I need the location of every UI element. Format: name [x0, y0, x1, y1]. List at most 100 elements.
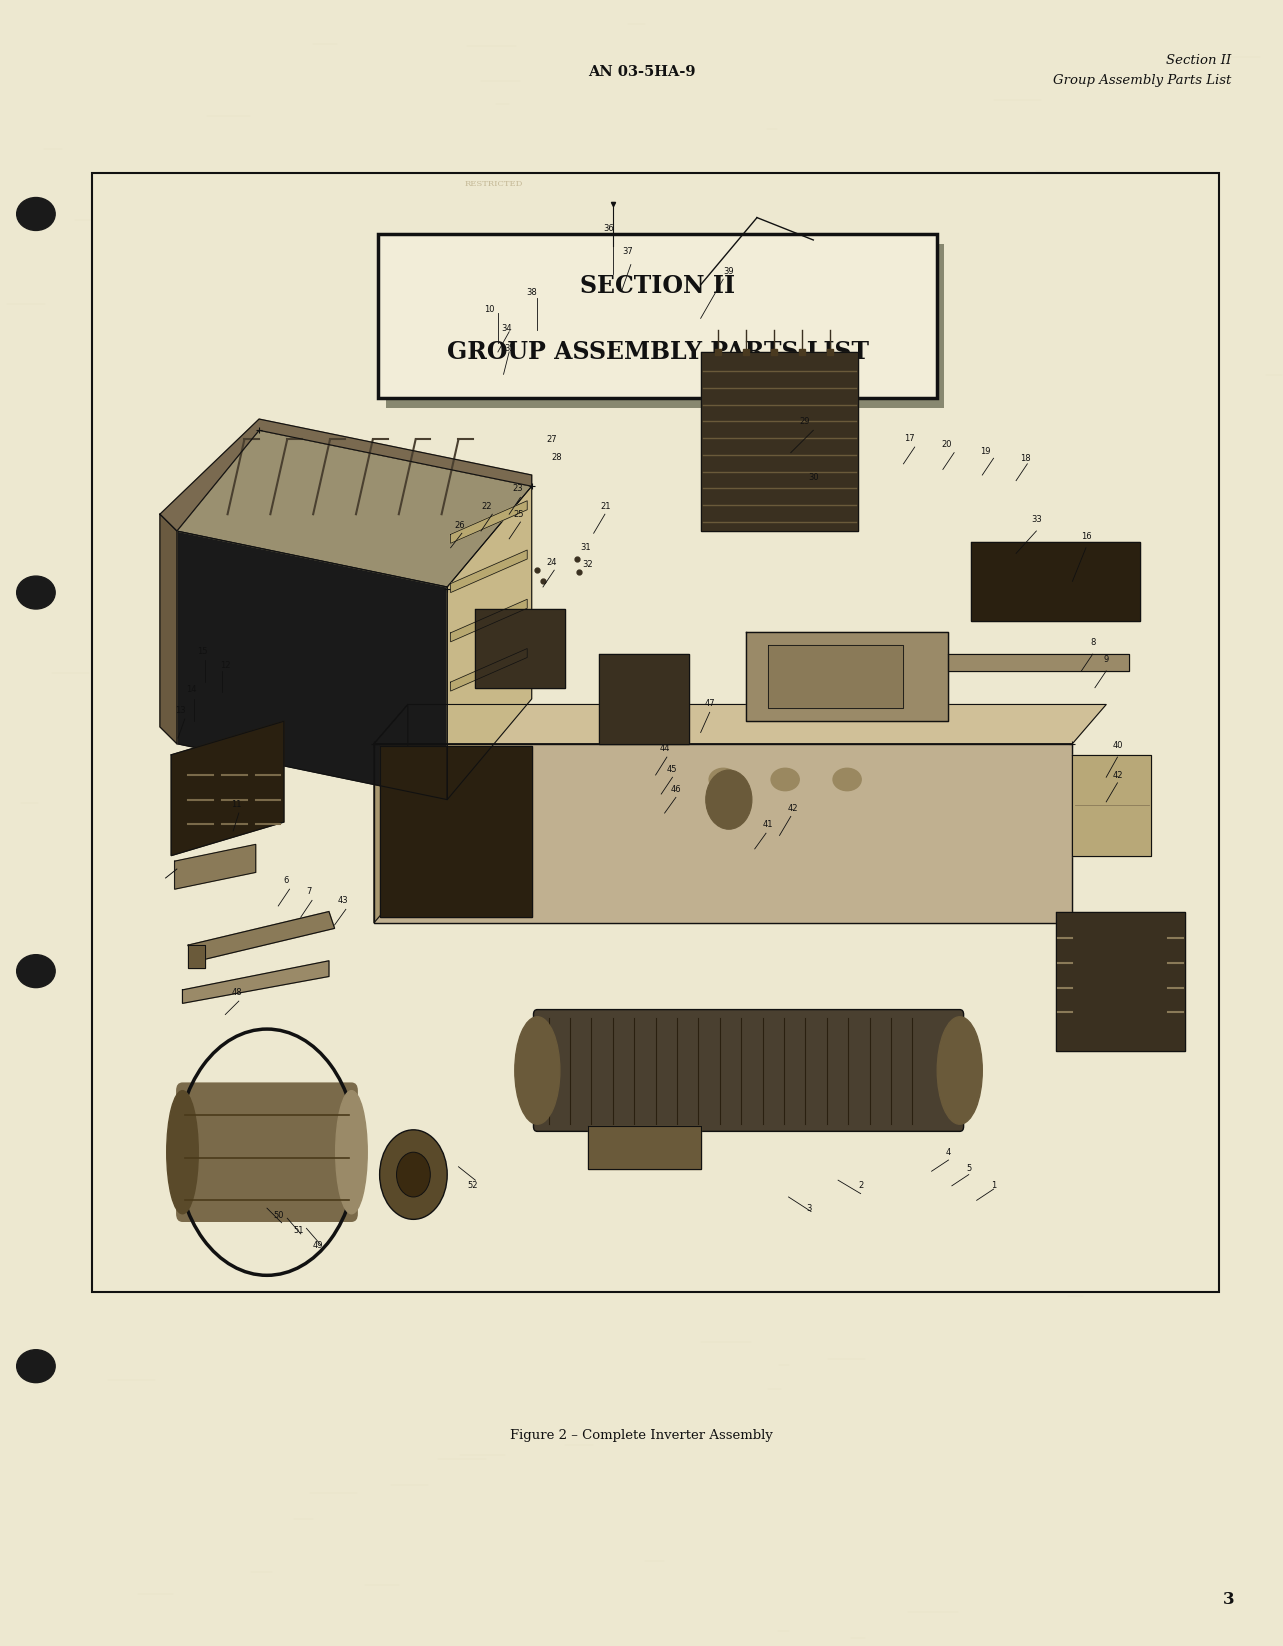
Text: 7: 7 — [305, 887, 312, 895]
Text: 50: 50 — [273, 1211, 284, 1220]
Text: RESTRICTED: RESTRICTED — [464, 181, 523, 188]
FancyBboxPatch shape — [92, 173, 1219, 1292]
Text: 52: 52 — [468, 1182, 479, 1190]
Ellipse shape — [17, 576, 55, 609]
Text: 22: 22 — [481, 502, 491, 510]
Text: 46: 46 — [671, 785, 681, 793]
Text: 17: 17 — [903, 433, 915, 443]
Text: 40: 40 — [1112, 741, 1123, 751]
Text: 3: 3 — [1223, 1592, 1234, 1608]
Polygon shape — [189, 945, 205, 968]
Text: 49: 49 — [313, 1241, 323, 1249]
Polygon shape — [171, 721, 284, 856]
Polygon shape — [1073, 756, 1151, 856]
Text: 9: 9 — [1103, 655, 1109, 665]
Polygon shape — [701, 352, 858, 532]
Text: 41: 41 — [763, 820, 774, 828]
Text: 28: 28 — [552, 453, 562, 461]
Text: 43: 43 — [337, 895, 348, 905]
Text: 30: 30 — [808, 472, 819, 482]
FancyBboxPatch shape — [386, 244, 944, 408]
Ellipse shape — [17, 198, 55, 230]
Text: 5: 5 — [966, 1164, 971, 1174]
Text: 38: 38 — [526, 288, 538, 296]
Polygon shape — [189, 912, 335, 961]
Text: 51: 51 — [294, 1226, 304, 1234]
Ellipse shape — [771, 769, 799, 790]
Text: 21: 21 — [600, 502, 611, 510]
Text: 24: 24 — [547, 558, 557, 566]
Text: 31: 31 — [580, 543, 591, 553]
Text: Group Assembly Parts List: Group Assembly Parts List — [1053, 74, 1232, 87]
Ellipse shape — [17, 955, 55, 988]
Polygon shape — [160, 420, 531, 532]
Polygon shape — [182, 961, 328, 1004]
Polygon shape — [448, 486, 531, 800]
Polygon shape — [450, 649, 527, 691]
Ellipse shape — [937, 1017, 983, 1124]
Polygon shape — [380, 746, 531, 917]
Text: 35: 35 — [504, 344, 514, 352]
Text: 48: 48 — [231, 988, 242, 996]
Text: 39: 39 — [724, 267, 734, 277]
Text: 18: 18 — [1020, 454, 1030, 463]
Text: 3: 3 — [806, 1203, 812, 1213]
Text: 2: 2 — [858, 1182, 863, 1190]
Ellipse shape — [167, 1091, 199, 1213]
Text: 45: 45 — [666, 765, 676, 774]
Text: 42: 42 — [788, 805, 798, 813]
FancyBboxPatch shape — [378, 234, 937, 398]
Text: 32: 32 — [582, 560, 593, 570]
FancyBboxPatch shape — [534, 1009, 964, 1131]
Polygon shape — [450, 599, 527, 642]
Ellipse shape — [396, 1152, 430, 1197]
Ellipse shape — [709, 769, 738, 790]
Text: 37: 37 — [622, 247, 633, 255]
Text: 44: 44 — [659, 744, 670, 752]
Polygon shape — [174, 844, 255, 889]
Ellipse shape — [514, 1017, 559, 1124]
Polygon shape — [769, 645, 903, 708]
Circle shape — [706, 770, 752, 830]
Polygon shape — [476, 609, 566, 688]
Polygon shape — [375, 704, 1106, 744]
Text: 34: 34 — [502, 324, 512, 332]
Ellipse shape — [833, 769, 861, 790]
Text: 29: 29 — [799, 416, 810, 426]
Polygon shape — [177, 430, 531, 588]
Text: 16: 16 — [1080, 532, 1092, 542]
Text: GROUP ASSEMBLY PARTS LIST: GROUP ASSEMBLY PARTS LIST — [446, 341, 869, 364]
Polygon shape — [450, 550, 527, 593]
Ellipse shape — [380, 1129, 448, 1220]
Polygon shape — [177, 532, 448, 800]
Text: 1: 1 — [990, 1182, 996, 1190]
Text: 10: 10 — [484, 305, 494, 314]
Ellipse shape — [17, 1350, 55, 1383]
Text: 42: 42 — [1112, 770, 1123, 780]
Polygon shape — [375, 744, 1073, 923]
Polygon shape — [160, 514, 177, 744]
Text: 11: 11 — [231, 800, 241, 808]
Text: 47: 47 — [704, 700, 715, 708]
Text: 14: 14 — [186, 685, 196, 695]
Text: 13: 13 — [174, 706, 186, 714]
Text: 23: 23 — [513, 484, 523, 492]
Polygon shape — [450, 500, 527, 543]
Polygon shape — [745, 632, 948, 721]
Text: 27: 27 — [547, 435, 557, 444]
Text: 4: 4 — [946, 1147, 951, 1157]
Polygon shape — [948, 653, 1129, 672]
Text: 20: 20 — [940, 441, 952, 449]
Text: 15: 15 — [198, 647, 208, 657]
Text: 8: 8 — [1091, 639, 1096, 647]
Text: 33: 33 — [1032, 515, 1042, 525]
Text: 25: 25 — [513, 510, 523, 518]
FancyBboxPatch shape — [176, 1083, 358, 1221]
Text: 36: 36 — [603, 224, 613, 234]
Polygon shape — [588, 1126, 701, 1169]
Polygon shape — [1056, 912, 1185, 1052]
Polygon shape — [971, 542, 1141, 621]
Text: 6: 6 — [284, 876, 289, 884]
Text: 12: 12 — [221, 660, 231, 670]
Text: 19: 19 — [980, 448, 990, 456]
